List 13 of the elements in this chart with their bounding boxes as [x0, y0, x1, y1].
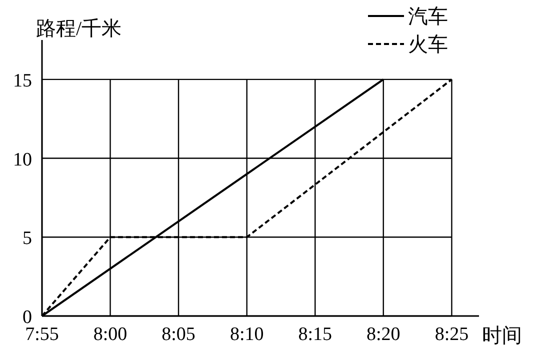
y-tick-label: 5 — [22, 228, 32, 250]
legend-label: 汽车 — [408, 6, 448, 28]
x-tick-label: 8:15 — [298, 324, 332, 345]
y-axis-title: 路程/千米 — [36, 18, 122, 40]
x-tick-label: 8:00 — [93, 324, 128, 345]
x-tick-label: 8:10 — [230, 324, 264, 345]
y-tick-label: 10 — [13, 149, 32, 170]
y-tick-label: 15 — [13, 70, 32, 92]
x-tick-label: 8:05 — [162, 324, 196, 345]
legend-label: 火车 — [408, 34, 448, 56]
x-tick-label: 8:20 — [366, 324, 400, 345]
x-tick-label: 8:25 — [434, 324, 469, 345]
x-axis-title: 时间 — [482, 325, 522, 347]
